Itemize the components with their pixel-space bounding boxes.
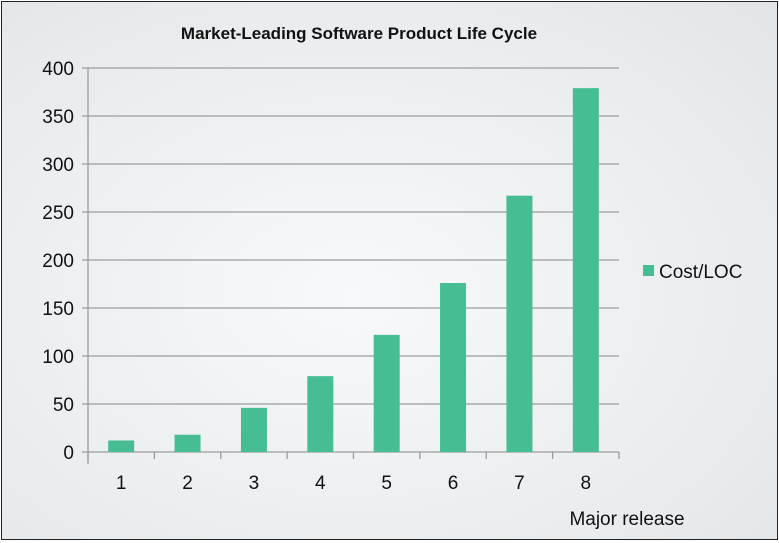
bar-3: [240, 407, 267, 452]
chart-title: Market-Leading Software Product Life Cyc…: [181, 24, 537, 43]
bar-8: [572, 88, 599, 452]
legend-swatch: [643, 265, 654, 276]
x-axis-label: Major release: [569, 509, 684, 530]
y-tick-label: 150: [42, 299, 74, 320]
x-tick-label: 6: [448, 473, 459, 494]
x-tick-label: 2: [182, 473, 193, 494]
legend-label: Cost/LOC: [659, 262, 742, 283]
x-tick-label: 7: [514, 473, 525, 494]
y-tick-label: 0: [63, 443, 74, 464]
y-tick-label: 250: [42, 203, 74, 224]
y-tick-label: 350: [42, 107, 74, 128]
y-tick-label: 50: [53, 395, 74, 416]
y-tick-label: 200: [42, 251, 74, 272]
bar-5: [373, 334, 400, 452]
bar-7: [506, 195, 533, 452]
bar-2: [174, 434, 201, 452]
x-tick-label: 5: [381, 473, 392, 494]
bar-4: [307, 376, 334, 452]
legend: Cost/LOC: [643, 262, 742, 283]
x-tick-label: 4: [315, 473, 326, 494]
bar-1: [108, 440, 135, 452]
x-tick-label: 1: [116, 473, 127, 494]
y-tick-label: 100: [42, 347, 74, 368]
x-tick-label: 8: [581, 473, 592, 494]
x-tick-label: 3: [249, 473, 260, 494]
y-tick-label: 300: [42, 155, 74, 176]
bar-6: [440, 283, 467, 452]
y-tick-label: 400: [42, 59, 74, 80]
